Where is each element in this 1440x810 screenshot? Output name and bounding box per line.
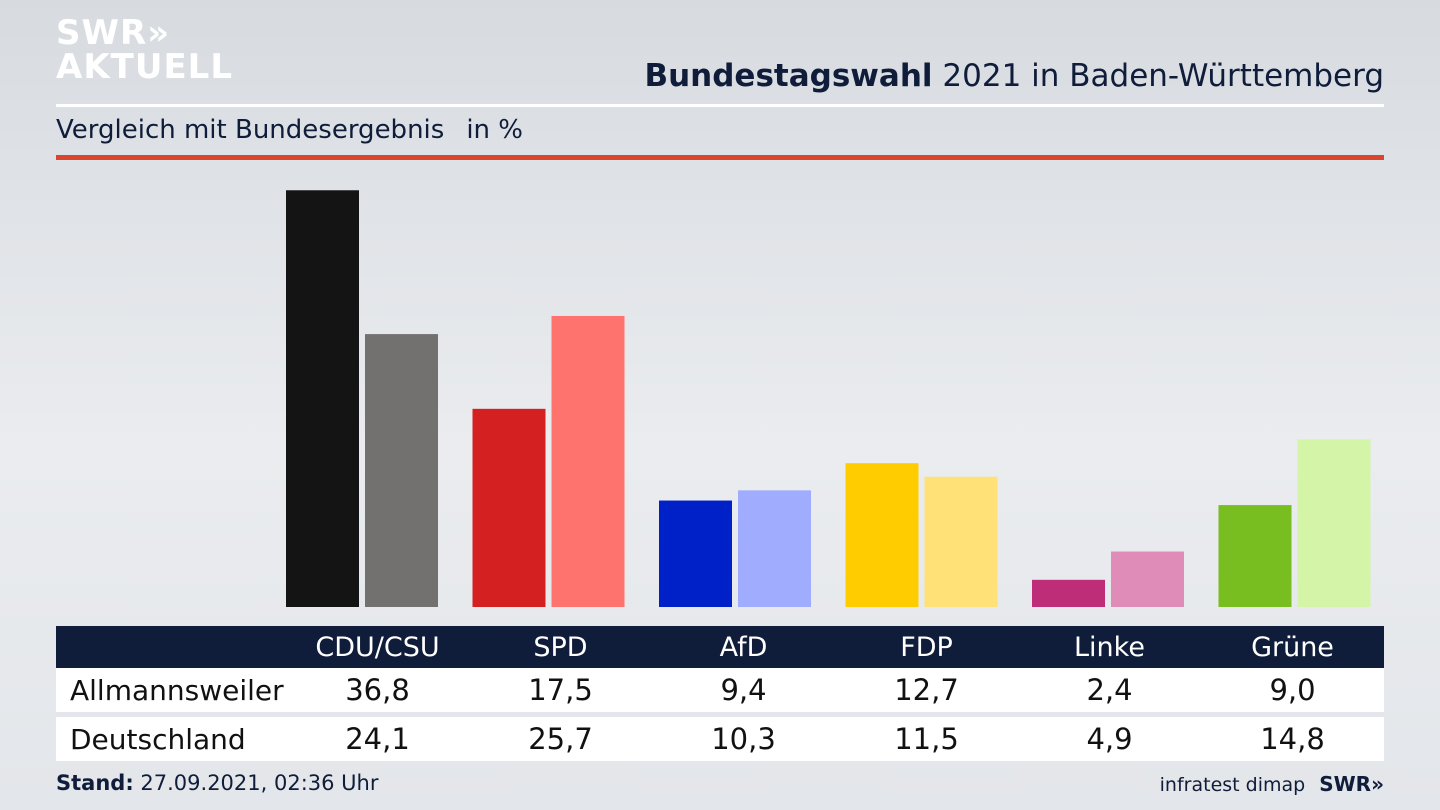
bar-allmannsweiler-spd: [472, 408, 546, 607]
red-divider: [56, 155, 1384, 160]
title-rest: 2021 in Baden-Württemberg: [932, 58, 1384, 94]
value-allmannsweiler-spd: 17,5: [528, 673, 593, 707]
logo-line-2: AKTUELL: [56, 47, 234, 87]
timestamp: Stand: 27.09.2021, 02:36 Uhr: [56, 771, 379, 795]
value-allmannsweiler-gruene: 9,0: [1269, 673, 1316, 707]
bar-deutschland-gruene: [1297, 439, 1371, 607]
bar-allmannsweiler-cdu-csu: [286, 190, 359, 607]
source-text: infratest dimap: [1159, 774, 1306, 796]
chart-subtitle: Vergleich mit Bundesergebnis in %: [56, 115, 523, 145]
value-deutschland-linke: 4,9: [1086, 722, 1133, 756]
logo-line-1: SWR»: [56, 13, 171, 53]
header-linke: Linke: [1074, 631, 1145, 663]
bar-deutschland-fdp: [924, 476, 998, 607]
stand-value: 27.09.2021, 02:36 Uhr: [133, 771, 379, 795]
value-deutschland-afd: 10,3: [711, 722, 776, 756]
header-fdp: FDP: [900, 631, 953, 663]
value-deutschland-spd: 25,7: [528, 722, 593, 756]
header-spd: SPD: [533, 631, 588, 663]
header-afd: AfD: [719, 631, 768, 663]
bar-deutschland-linke: [1111, 551, 1184, 607]
subtitle-text: Vergleich mit Bundesergebnis: [56, 115, 445, 145]
bar-allmannsweiler-gruene: [1218, 505, 1292, 607]
header-cdu-csu: CDU/CSU: [315, 631, 440, 663]
value-allmannsweiler-afd: 9,4: [720, 673, 767, 707]
white-divider: [56, 104, 1384, 107]
value-allmannsweiler-linke: 2,4: [1086, 673, 1133, 707]
row-separator: [56, 712, 1384, 717]
table-row-deutschland: Deutschland 24,1 25,7 10,3 11,5 4,9 14,8: [56, 717, 1384, 761]
bar-allmannsweiler-linke: [1032, 579, 1105, 607]
page-title: Bundestagswahl 2021 in Baden-Württemberg: [644, 58, 1384, 94]
row-label-deutschland: Deutschland: [70, 722, 246, 756]
bar-deutschland-spd: [551, 315, 625, 607]
value-deutschland-cdu-csu: 24,1: [345, 722, 410, 756]
row-label-allmannsweiler: Allmannsweiler: [70, 673, 284, 707]
header-gruene: Grüne: [1251, 631, 1334, 663]
stand-label: Stand:: [56, 771, 134, 795]
bar-allmannsweiler-fdp: [845, 463, 919, 607]
value-allmannsweiler-cdu-csu: 36,8: [345, 673, 410, 707]
value-deutschland-fdp: 11,5: [894, 722, 959, 756]
table-row-allmannsweiler: Allmannsweiler 36,8 17,5 9,4 12,7 2,4 9,…: [56, 668, 1384, 712]
swr-footer-logo: SWR»: [1319, 772, 1384, 796]
bar-deutschland-afd: [738, 490, 811, 607]
bar-allmannsweiler-afd: [659, 500, 732, 607]
subtitle-unit: in %: [466, 115, 523, 145]
value-allmannsweiler-fdp: 12,7: [894, 673, 959, 707]
source-credit: infratest dimap SWR»: [1160, 772, 1384, 796]
value-deutschland-gruene: 14,8: [1260, 722, 1325, 756]
bar-deutschland-cdu-csu: [365, 334, 438, 607]
table-header-row: CDU/CSU SPD AfD FDP Linke Grüne: [56, 626, 1384, 668]
results-table: CDU/CSU SPD AfD FDP Linke Grüne Allmanns…: [56, 626, 1384, 761]
title-bold: Bundestagswahl: [644, 58, 933, 94]
swr-aktuell-logo: SWR» AKTUELL: [56, 16, 233, 84]
